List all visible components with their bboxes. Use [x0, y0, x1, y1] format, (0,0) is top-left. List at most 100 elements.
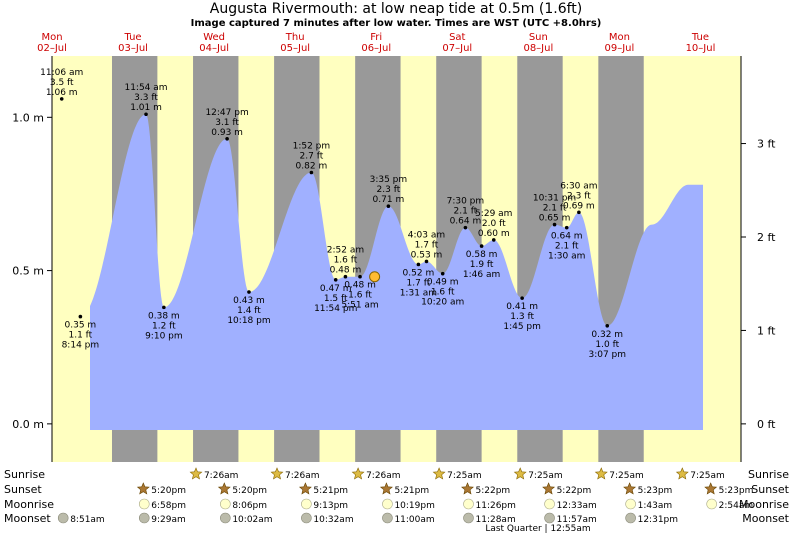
extreme-label: 1.7 ft: [415, 240, 439, 250]
extreme-point: [162, 305, 166, 310]
extreme-label: 1:52 pm: [293, 141, 331, 151]
tide-area: [90, 114, 703, 430]
sun-star-icon: [432, 467, 446, 480]
day-name: Mon: [609, 32, 630, 43]
extreme-label: 1.6 ft: [334, 256, 358, 266]
day-name: Fri: [370, 32, 382, 43]
day-name: Wed: [203, 32, 225, 43]
sun-star-icon: [594, 467, 608, 480]
day-date: 06–Jul: [361, 43, 391, 54]
sunrise-time: 7:25am: [447, 471, 482, 481]
extreme-point: [343, 274, 348, 279]
tide-series-area: [90, 114, 703, 430]
sun-star-icon: [704, 482, 718, 495]
moonrise-icon: [220, 498, 231, 510]
row-label-right: Sunset: [751, 483, 789, 496]
extreme-label: 2.0 ft: [482, 219, 506, 229]
extreme-point: [247, 290, 251, 294]
extreme-label: 1.4 ft: [237, 306, 261, 316]
sunset-time: 5:21pm: [394, 486, 429, 496]
extreme-label: 3.5 ft: [50, 78, 74, 88]
extreme-label: 0.32 m: [591, 330, 623, 340]
sunrise-time: 7:26am: [285, 471, 320, 481]
extreme-label: 10:31 pm: [533, 194, 576, 204]
chart-title: Augusta Rivermouth: at low neap tide at …: [210, 1, 583, 17]
moonset-icon: [544, 512, 555, 524]
extreme-label: 0.49 m: [427, 278, 459, 288]
extreme-label: 0.53 m: [411, 250, 443, 260]
extreme-label: 1:45 pm: [503, 322, 541, 332]
extreme-label: 1.2 ft: [152, 321, 176, 331]
extreme-label: 1.0 ft: [595, 340, 619, 350]
moonrise-time: 6:58pm: [151, 501, 186, 511]
extreme-label: 0.64 m: [450, 217, 482, 227]
moonset-time: 10:32am: [313, 515, 353, 525]
day-date: 09–Jul: [605, 43, 635, 54]
extreme-label: 9:10 pm: [145, 331, 183, 341]
extreme-label: 10:20 am: [421, 298, 464, 308]
extreme-point: [605, 323, 610, 328]
moonrise-icon: [301, 498, 312, 510]
extreme-label: 0.52 m: [403, 268, 435, 278]
moonset-icon: [57, 512, 69, 524]
extreme-label: 2:52 am: [327, 246, 364, 256]
moonrise-icon: [544, 498, 555, 510]
sun-star-icon: [379, 482, 393, 495]
y-tick-label-ft: 0 ft: [757, 418, 776, 431]
moonset-time: 10:02am: [232, 515, 272, 525]
extreme-label: 1:30 am: [548, 252, 585, 262]
day-name: Sun: [529, 32, 548, 43]
extreme-label: 11:54 am: [124, 83, 167, 93]
extreme-point: [577, 210, 581, 215]
extreme-point: [440, 271, 445, 276]
extreme-label: 3:07 pm: [588, 350, 626, 360]
extreme-label: 11:54 pm: [314, 304, 357, 314]
moonset-icon: [301, 512, 312, 524]
day-name: Mon: [41, 32, 62, 43]
sun-star-icon: [513, 467, 527, 480]
extreme-point: [144, 112, 148, 117]
sunset-time: 5:22pm: [476, 486, 511, 496]
extreme-point: [358, 274, 362, 279]
y-tick-label-m: 0.0 m: [12, 418, 44, 431]
extreme-point: [479, 244, 484, 248]
day-date: 02–Jul: [37, 43, 67, 54]
extreme-labels: 11:06 am3.5 ft1.06 m 0.35 m1.1 ft8:14 pm 1…: [40, 68, 626, 360]
sun-star-icon: [270, 467, 284, 480]
extreme-label: 0.48 m: [330, 266, 362, 276]
day-date: 10–Jul: [686, 43, 716, 54]
now-marker: [369, 271, 381, 283]
day-date: 03–Jul: [118, 43, 148, 54]
extreme-label: 0.41 m: [506, 302, 538, 312]
extreme-label: 5:51 am: [341, 301, 378, 311]
day-name: Thu: [285, 32, 305, 43]
extreme-point: [424, 259, 429, 264]
extreme-label: 1.6 ft: [348, 291, 372, 301]
sunset-time: 5:23pm: [638, 486, 673, 496]
moonset-icon: [138, 512, 150, 524]
moonrise-time: 1:43am: [638, 501, 673, 511]
extreme-point: [59, 97, 64, 101]
extreme-label: 2.3 ft: [377, 185, 401, 195]
extreme-point: [463, 225, 468, 230]
extreme-label: 1.7 ft: [407, 278, 431, 288]
extreme-label: 1:46 am: [463, 270, 500, 280]
extreme-point: [386, 204, 391, 209]
day-name: Tue: [124, 32, 142, 43]
moonrise-time: 8:06pm: [232, 501, 267, 511]
extreme-label: 0.47 m: [320, 284, 352, 294]
axes: 0.0 m 0.5 m 1.0 m 0 ft 1 ft 2 ft 3 ft: [12, 56, 776, 462]
row-label-left: Sunrise: [4, 468, 45, 481]
chart-header: Augusta Rivermouth: at low neap tide at …: [191, 1, 602, 29]
extreme-label: 1.5 ft: [324, 294, 348, 304]
y-tick-label-m: 1.0 m: [12, 111, 44, 124]
moonset-time: 12:31pm: [638, 515, 678, 525]
moonrise-time: 9:13pm: [313, 501, 348, 511]
sunrise-time: 7:25am: [690, 471, 725, 481]
extreme-label: 6:30 am: [560, 181, 597, 191]
extreme-label: 2.1 ft: [543, 204, 567, 214]
sun-star-icon: [461, 482, 474, 495]
extreme-label: 2.7 ft: [300, 151, 324, 161]
moonset-time: 11:57am: [557, 515, 597, 525]
extreme-label: 3:35 pm: [370, 175, 408, 185]
